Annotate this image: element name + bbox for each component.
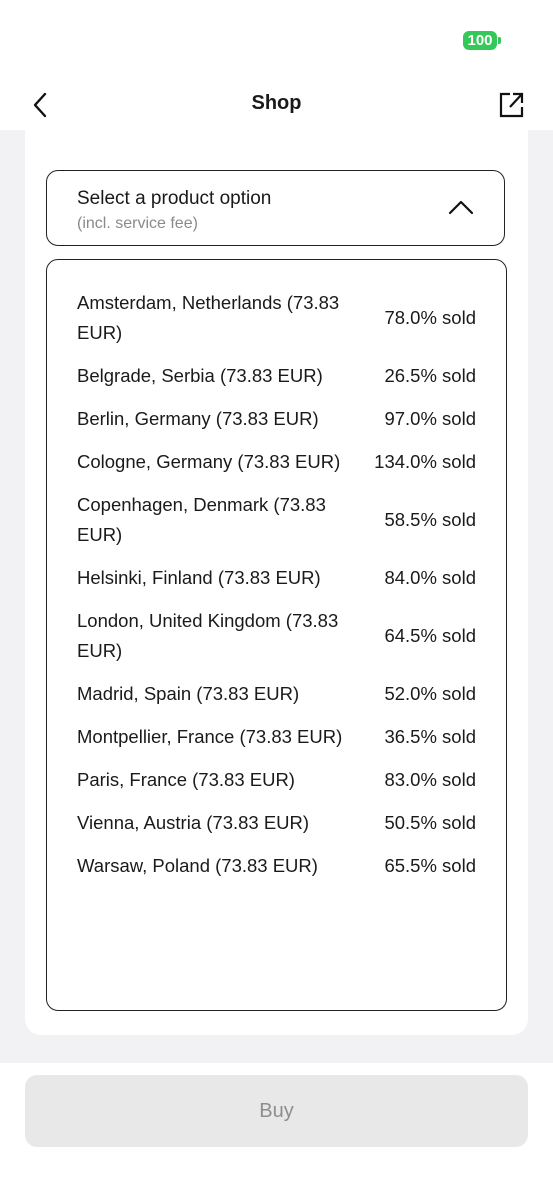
option-row[interactable]: Belgrade, Serbia (73.83 EUR) 26.5% sold [77,354,476,397]
option-row[interactable]: Berlin, Germany (73.83 EUR) 97.0% sold [77,397,476,440]
option-sold: 83.0% sold [384,768,476,790]
back-button[interactable] [28,90,52,120]
card [25,130,528,1035]
product-select[interactable]: Select a product option (incl. service f… [46,170,505,246]
option-label: Madrid, Spain (73.83 EUR) [77,682,300,704]
option-sold: 50.5% sold [384,811,476,833]
option-label: Amsterdam, Netherlands (73.83 EUR) [77,291,340,343]
option-row[interactable]: Helsinki, Finland (73.83 EUR) 84.0% sold [77,556,476,599]
option-row[interactable]: Madrid, Spain (73.83 EUR) 52.0% sold [77,672,476,715]
page-title: Shop [251,92,302,114]
option-sold: 78.0% sold [384,306,476,328]
option-list: Amsterdam, Netherlands (73.83 EUR) 78.0% … [46,259,507,1011]
option-sold: 52.0% sold [384,682,476,704]
option-sold: 134.0% sold [374,450,476,472]
option-sold: 64.5% sold [384,624,476,646]
option-sold: 36.5% sold [384,725,476,747]
battery-tip [498,37,501,44]
share-button[interactable] [498,90,526,120]
option-sold: 58.5% sold [384,508,476,530]
option-row[interactable]: Cologne, Germany (73.83 EUR) 134.0% sold [77,440,476,483]
select-note: (incl. service fee) [77,215,198,232]
option-label: Helsinki, Finland (73.83 EUR) [77,566,321,588]
select-placeholder: Select a product option [77,188,272,209]
option-label: Berlin, Germany (73.83 EUR) [77,407,319,429]
option-label: Cologne, Germany (73.83 EUR) [77,450,341,472]
option-label: Warsaw, Poland (73.83 EUR) [77,854,318,876]
option-sold: 26.5% sold [384,364,476,386]
option-label: Paris, France (73.83 EUR) [77,768,295,790]
option-sold: 97.0% sold [384,407,476,429]
option-label: Copenhagen, Denmark (73.83 EUR) [77,493,326,545]
option-sold: 65.5% sold [384,854,476,876]
header: Shop [0,80,553,130]
status-bar: 100 [0,0,553,80]
option-label: Montpellier, France (73.83 EUR) [77,725,343,747]
option-row[interactable]: Vienna, Austria (73.83 EUR) 50.5% sold [77,801,476,844]
option-row[interactable]: Montpellier, France (73.83 EUR) 36.5% sol… [77,715,476,758]
option-row[interactable]: Warsaw, Poland (73.83 EUR) 65.5% sold [77,844,476,887]
option-row[interactable]: Copenhagen, Denmark (73.83 EUR) 58.5% sol… [77,483,476,556]
option-label: Vienna, Austria (73.83 EUR) [77,811,310,833]
option-row[interactable]: London, United Kingdom (73.83 EUR) 64.5% … [77,599,476,672]
option-label: London, United Kingdom (73.83 EUR) [77,609,339,661]
option-sold: 84.0% sold [384,566,476,588]
option-row[interactable]: Amsterdam, Netherlands (73.83 EUR) 78.0% … [77,281,476,354]
option-label: Belgrade, Serbia (73.83 EUR) [77,364,323,386]
buy-button[interactable]: Buy [25,1075,528,1147]
option-row[interactable]: Paris, France (73.83 EUR) 83.0% sold [77,758,476,801]
collapse-icon [448,200,474,215]
battery: 100 [463,31,497,50]
